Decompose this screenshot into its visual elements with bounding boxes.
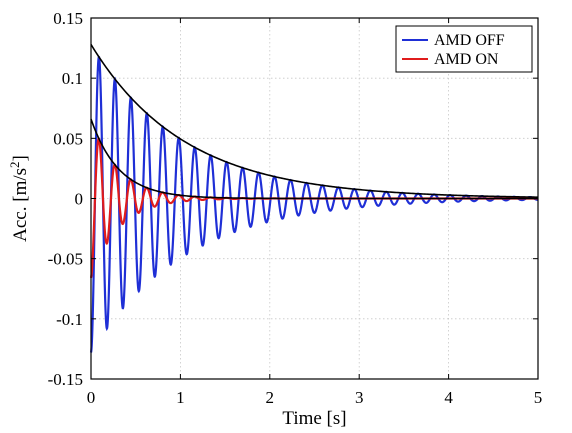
x-tick-label: 4 — [444, 388, 453, 407]
y-tick-label: 0.05 — [53, 129, 83, 148]
y-tick-label: -0.15 — [48, 370, 83, 389]
x-axis-label: Time [s] — [282, 408, 346, 429]
y-axis-label-close: ] — [10, 155, 31, 161]
y-axis-label: Acc. [m/s2] — [7, 155, 31, 242]
x-tick-label: 1 — [176, 388, 185, 407]
series-line-0 — [89, 55, 538, 353]
x-tick-label: 0 — [87, 388, 96, 407]
y-tick-label: -0.1 — [56, 310, 83, 329]
x-tick-label: 5 — [534, 388, 543, 407]
legend-label-amd-on: AMD ON — [434, 51, 499, 68]
envelope-line-1 — [90, 118, 538, 200]
y-axis-label-main: Acc. [m/s — [10, 168, 31, 242]
x-tick-label: 3 — [355, 388, 364, 407]
legend-label-amd-off: AMD OFF — [434, 32, 505, 49]
plot-area — [89, 44, 539, 353]
y-axis-label-superscript: 2 — [7, 161, 22, 168]
legend: AMD OFF AMD ON — [395, 25, 533, 73]
legend-box — [395, 25, 533, 73]
y-tick-label: -0.05 — [48, 250, 83, 269]
x-tick-label: 2 — [266, 388, 275, 407]
y-tick-label: 0.1 — [62, 69, 83, 88]
y-tick-label: 0 — [75, 190, 84, 209]
x-axis: 0 1 2 3 4 5 — [87, 18, 543, 407]
y-axis: -0.15 -0.1 -0.05 0 0.05 0.1 0.15 — [48, 9, 538, 389]
envelope-line-0 — [90, 44, 539, 198]
y-tick-label: 0.15 — [53, 9, 83, 28]
